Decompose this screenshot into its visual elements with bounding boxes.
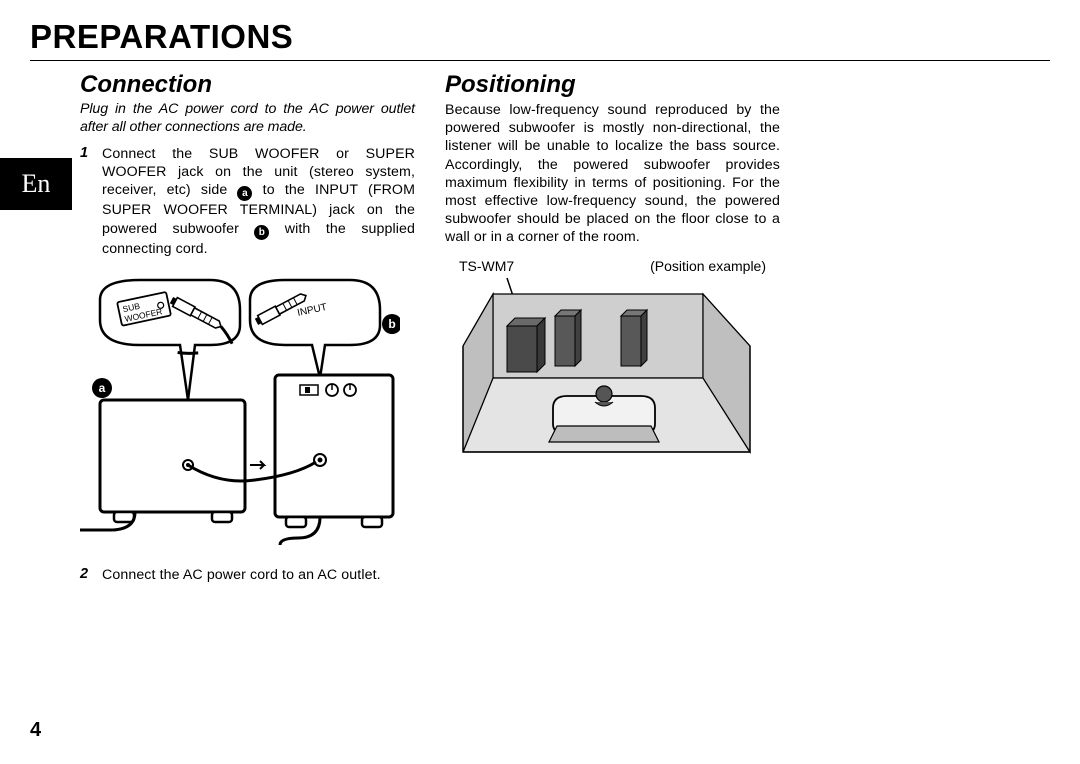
ref-b-icon: b (254, 225, 269, 240)
positioning-diagram (445, 276, 780, 476)
language-tab: En (0, 158, 72, 210)
title-rule (30, 60, 1050, 61)
content-columns: Connection Plug in the AC power cord to … (80, 71, 1050, 584)
step-number: 1 (80, 145, 92, 259)
connection-svg: SUB WOOFER (80, 270, 400, 545)
column-connection: Connection Plug in the AC power cord to … (80, 71, 415, 584)
step-text: Connect the AC power cord to an AC outle… (102, 566, 381, 584)
connection-heading: Connection (80, 71, 415, 99)
model-label: TS-WM7 (459, 258, 514, 274)
page-number: 4 (30, 719, 41, 742)
positioning-heading: Positioning (445, 71, 780, 99)
position-labels: TS-WM7 (Position example) (459, 258, 766, 274)
marker-a: a (99, 381, 106, 395)
page-title: PREPARATIONS (30, 18, 1050, 56)
connection-diagram: SUB WOOFER (80, 270, 415, 550)
step-text: Connect the SUB WOOFER or SUPER WOOFER j… (102, 145, 415, 259)
connection-intro: Plug in the AC power cord to the AC powe… (80, 101, 415, 137)
marker-b: b (388, 317, 395, 331)
column-positioning: Positioning Because low-frequency sound … (445, 71, 780, 584)
connection-step-2: 2 Connect the AC power cord to an AC out… (80, 566, 415, 584)
ref-a-icon: a (237, 186, 252, 201)
connection-step-1: 1 Connect the SUB WOOFER or SUPER WOOFER… (80, 145, 415, 259)
positioning-body: Because low-frequency sound reproduced b… (445, 101, 780, 246)
step-number: 2 (80, 566, 92, 584)
example-label: (Position example) (650, 258, 766, 274)
